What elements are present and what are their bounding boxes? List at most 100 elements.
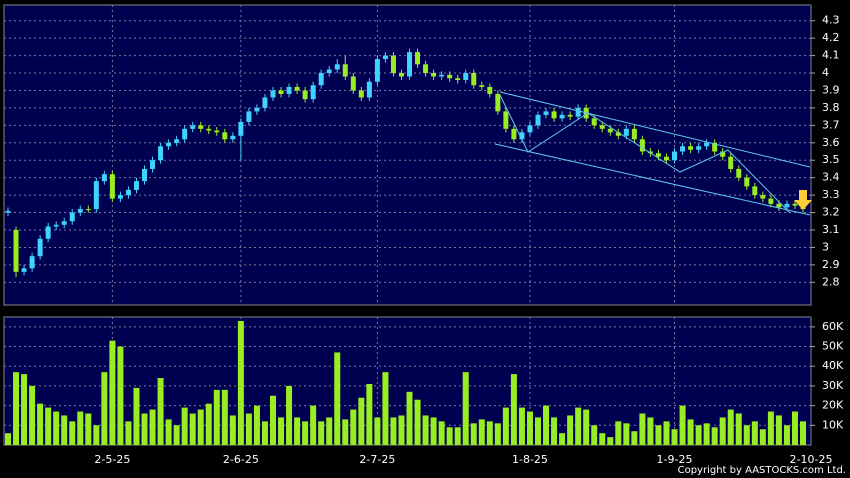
candle-body [246, 111, 252, 122]
y-tick-label: 30K [822, 379, 844, 392]
volume-bar [213, 389, 220, 445]
volume-bar [253, 405, 260, 445]
candle-body [744, 177, 750, 187]
volume-bar [318, 421, 325, 445]
candle-body [366, 81, 372, 98]
candle-body [623, 128, 629, 136]
volume-bar [350, 409, 357, 445]
candle-body [190, 125, 196, 129]
candle-body [150, 160, 156, 169]
candle-body [599, 125, 605, 129]
candle-body [559, 114, 565, 119]
candle-body [158, 146, 164, 161]
candle-body [607, 128, 613, 133]
volume-bar [133, 387, 140, 445]
volume-bar [687, 419, 694, 445]
candle-body [655, 153, 661, 157]
candle-body [21, 268, 27, 272]
volume-bar [221, 389, 228, 445]
volume-bar [286, 385, 293, 445]
candle-body [575, 107, 581, 117]
x-tick-label: 2-7-25 [359, 453, 395, 466]
y-tick-label: 3.4 [822, 171, 840, 184]
volume-bar [679, 405, 686, 445]
candle-body [310, 85, 316, 100]
volume-bar [751, 421, 758, 445]
candle-body [487, 86, 493, 94]
volume-bar [165, 419, 172, 445]
x-tick-label: 1-9-25 [657, 453, 693, 466]
volume-bar [245, 413, 252, 445]
candle-body [792, 203, 798, 206]
volume-bar [494, 423, 501, 445]
candle-body [503, 111, 509, 129]
candle-body [222, 132, 228, 140]
volume-bar [294, 417, 301, 445]
volume-bar [647, 417, 654, 445]
volume-bar [406, 391, 413, 445]
volume-bar [535, 417, 541, 445]
y-tick-label: 3.9 [822, 83, 840, 96]
volume-bar [470, 423, 477, 445]
y-tick-label: 3.7 [822, 118, 840, 131]
candle-body [463, 73, 469, 80]
volume-bar [390, 417, 397, 445]
x-tick-label: 1-8-25 [512, 453, 548, 466]
candle-body [326, 69, 332, 74]
channel-upper [499, 91, 811, 168]
volume-bar [422, 415, 429, 445]
candle-body [639, 139, 645, 152]
y-tick-label: 3 [822, 240, 829, 253]
candle-body [117, 195, 123, 199]
candle-body [278, 90, 284, 94]
candle-body [53, 224, 59, 227]
candle-body [784, 203, 790, 208]
candle-body [13, 230, 19, 272]
volume-bar [117, 346, 124, 445]
volume-bar [382, 372, 389, 445]
y-tick-label: 40K [822, 359, 844, 372]
volume-bar [767, 411, 774, 445]
candle-body [495, 93, 501, 112]
volume-bar [310, 405, 317, 445]
volume-bar [591, 425, 598, 445]
candle-body [230, 135, 236, 140]
candle-body [93, 181, 99, 210]
candle-body [543, 111, 549, 115]
candle-body [768, 198, 774, 204]
candle-body [704, 142, 710, 147]
volume-bar [623, 423, 630, 445]
candle-body [615, 132, 621, 136]
volume-bar [607, 437, 614, 445]
volume-bar [342, 419, 349, 445]
candle-body [286, 86, 292, 94]
candle-body [551, 111, 557, 119]
candle-body [663, 156, 669, 161]
candle-body [69, 212, 75, 222]
volume-bar [13, 372, 20, 445]
candle-body [398, 73, 404, 77]
candle-body [720, 151, 726, 157]
volume-bar [197, 409, 204, 445]
volume-bar [366, 383, 373, 445]
candle-body [415, 52, 421, 65]
y-tick-label: 50K [822, 340, 844, 353]
y-tick-label: 4.3 [822, 14, 840, 27]
y-tick-label: 3.2 [822, 206, 840, 219]
volume-bar [101, 372, 108, 445]
volume-bar [149, 409, 156, 445]
candle-body [647, 151, 653, 154]
volume-bar [189, 413, 196, 445]
volume-bar [45, 407, 52, 445]
volume-bar [29, 385, 36, 445]
candle-body [238, 121, 244, 136]
candle-body [390, 55, 396, 74]
candle-body [270, 90, 276, 98]
volume-bar [502, 407, 509, 445]
y-tick-label: 4 [822, 66, 829, 79]
y-tick-label: 10K [822, 418, 844, 431]
volume-bar [583, 409, 590, 445]
candle-body [206, 128, 212, 131]
volume-bar [695, 425, 702, 445]
copyright: Copyright by AASTOCKS.com Ltd. [678, 465, 846, 476]
